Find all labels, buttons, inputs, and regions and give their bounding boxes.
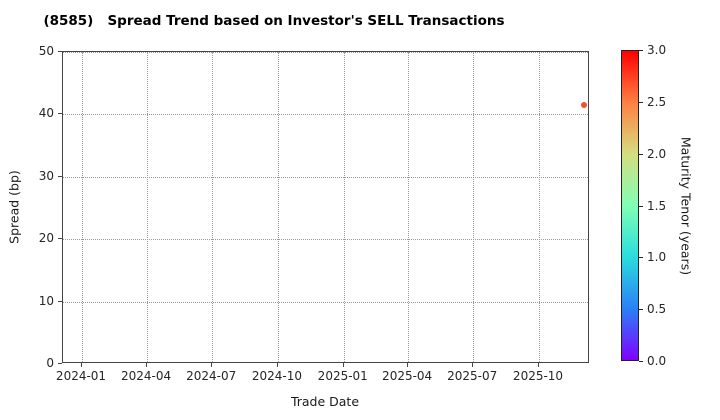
y-tick (58, 238, 62, 240)
y-tick-label: 30 (38, 168, 54, 183)
colorbar-tick (639, 257, 643, 259)
x-gridline (277, 52, 279, 362)
y-tick-label: 10 (38, 293, 54, 308)
y-gridline (63, 176, 588, 178)
x-tick-label: 2024-04 (121, 369, 172, 383)
x-gridline (343, 52, 345, 362)
colorbar-tick-label: 1.5 (647, 198, 667, 213)
y-tick-label: 50 (38, 44, 54, 58)
colorbar-tick (639, 205, 643, 207)
y-tick-label: 20 (38, 231, 54, 246)
x-gridline (212, 52, 214, 362)
x-tick (211, 363, 213, 367)
colorbar-tick-label: 1.0 (647, 250, 667, 265)
x-tick (81, 363, 82, 367)
x-gridline (82, 52, 83, 362)
x-tick-label: 2025-10 (512, 369, 564, 383)
x-tick (407, 363, 409, 367)
y-tick (58, 113, 62, 115)
plot-area (62, 51, 589, 363)
x-tick-label: 2024-01 (55, 369, 107, 383)
data-point (580, 102, 587, 109)
colorbar-tick-label: 2.5 (647, 94, 667, 109)
colorbar-tick (639, 101, 643, 103)
x-tick (146, 363, 148, 367)
colorbar-label: Maturity Tenor (years) (678, 136, 694, 276)
colorbar-tick (639, 361, 643, 362)
colorbar-tick (639, 309, 643, 311)
y-gridline (63, 114, 588, 116)
chart-title: (8585) Spread Trend based on Investor's … (43, 13, 505, 29)
x-tick (342, 363, 344, 367)
y-tick (58, 175, 62, 177)
x-tick (276, 363, 278, 367)
colorbar-tick (639, 50, 643, 51)
colorbar-gradient (621, 50, 639, 361)
colorbar-tick-label: 0.5 (647, 302, 667, 317)
y-tick (58, 300, 62, 302)
x-tick (538, 363, 539, 367)
colorbar-tick-label: 2.0 (647, 146, 667, 161)
x-gridline (147, 52, 149, 362)
x-axis-label: Trade Date (290, 394, 360, 409)
x-tick-label: 2025-07 (447, 369, 498, 383)
x-tick-label: 2025-01 (317, 369, 368, 383)
y-gridline (63, 301, 588, 303)
x-tick-label: 2025-04 (382, 369, 433, 383)
y-tick (58, 363, 62, 364)
x-tick (472, 363, 474, 367)
y-tick-label: 40 (38, 106, 54, 121)
x-gridline (539, 52, 540, 362)
x-gridline (473, 52, 475, 362)
x-tick-label: 2024-07 (186, 369, 237, 383)
x-tick-label: 2024-10 (251, 369, 303, 383)
y-tick (58, 51, 62, 52)
y-gridline (63, 239, 588, 241)
colorbar-tick (639, 153, 643, 155)
colorbar-tick-label: 0.0 (647, 354, 667, 368)
x-gridline (408, 52, 410, 362)
y-tick-label: 0 (46, 356, 54, 370)
colorbar-tick-label: 3.0 (647, 43, 667, 57)
y-gridline (63, 52, 588, 53)
